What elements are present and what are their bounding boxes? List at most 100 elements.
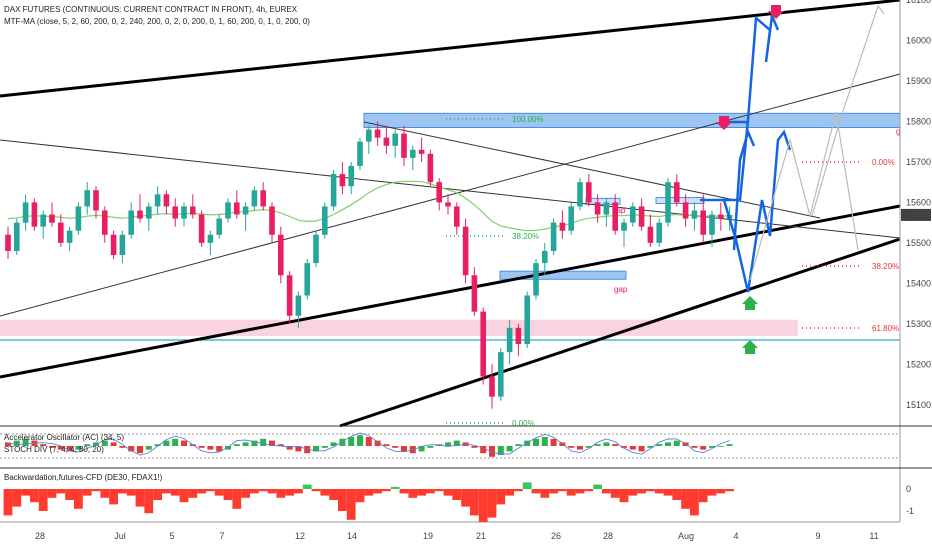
candle-body: [190, 206, 196, 215]
candle-body: [172, 206, 178, 219]
candles-layer: [5, 121, 733, 409]
backwardation-bar: [663, 489, 673, 496]
candle-body: [181, 206, 187, 219]
backwardation-bar: [267, 489, 277, 494]
time-tick-label: 28: [603, 531, 613, 541]
ac-bar: [392, 446, 399, 448]
ac-bar: [533, 438, 539, 446]
backwardation-bar: [30, 489, 39, 503]
ac-bar: [700, 446, 707, 450]
backwardation-bar: [470, 489, 479, 516]
candle-body: [586, 182, 592, 203]
backwardation-bar: [522, 482, 532, 489]
fib-level-label: 100.00%: [512, 115, 544, 124]
candle-body: [533, 263, 539, 296]
ac-bar: [110, 442, 117, 446]
backwardation-bar: [698, 489, 708, 503]
candle-body: [5, 234, 11, 251]
fib-level-label: 38.20%: [512, 232, 539, 241]
backwardation-bar: [232, 489, 242, 509]
ac-bar: [13, 440, 20, 446]
ac-bar: [656, 444, 663, 446]
candle-body: [84, 190, 90, 207]
stoch-line: [7, 432, 730, 456]
price-tick-label: 16100: [906, 0, 931, 5]
candle-body: [93, 190, 99, 211]
axis-background: [900, 0, 932, 550]
candle-body: [656, 222, 662, 243]
backwardation-bar: [170, 489, 180, 496]
ac-bar: [383, 444, 390, 446]
backwardation-bar: [206, 489, 215, 492]
markers-layer: [716, 5, 784, 354]
candle-body: [401, 133, 407, 158]
backwardation-bar: [417, 489, 426, 496]
ac-bar: [647, 446, 654, 448]
candle-body: [682, 202, 689, 219]
gap-trendline: [363, 121, 821, 219]
ac-bar: [480, 446, 487, 454]
candle-body: [348, 165, 354, 187]
time-tick-label: 19: [423, 531, 433, 541]
backwardation-bar: [505, 489, 514, 496]
candle-body: [638, 206, 645, 227]
backwardation-bar: [214, 489, 224, 496]
backwardation-bar: [434, 489, 444, 492]
candle-body: [630, 206, 636, 223]
ac-bar: [313, 446, 319, 452]
price-axis[interactable]: 15100 15200 15300 15400 15500 15600 15700 15800…: [899, 0, 932, 550]
backwardation-bar: [399, 489, 409, 494]
time-tick-label: 26: [551, 531, 561, 541]
ac-bar: [726, 444, 733, 446]
candle-body: [22, 202, 29, 223]
candle-body: [31, 202, 38, 227]
ac-bar: [84, 444, 91, 446]
time-tick-label: 7: [219, 531, 224, 541]
candle-body: [665, 182, 671, 223]
ac-bar: [691, 446, 698, 448]
ac-bar: [515, 444, 522, 446]
price-tick-label: 15400: [906, 278, 931, 288]
backwardation-bar: [153, 489, 162, 500]
candle-body: [480, 311, 486, 377]
backwardation-bar: [82, 489, 92, 496]
candle-body: [383, 137, 390, 146]
ac-bar: [418, 446, 425, 452]
time-axis[interactable]: 28 Jul 5 7 12 14 19 21 26 28 Aug 4 9 11: [0, 521, 900, 541]
candle-body: [559, 222, 566, 231]
candle-body: [691, 210, 698, 219]
backwardation-bar: [610, 489, 620, 498]
time-tick-label: 12: [295, 531, 305, 541]
ac-bar: [66, 446, 73, 452]
candle-body: [163, 194, 170, 207]
ac-bar: [559, 442, 566, 446]
candle-body: [568, 206, 574, 231]
backwardation-bar: [223, 489, 233, 500]
backwardation-bar: [197, 489, 206, 494]
backwardation-pane: 0 -1: [0, 467, 932, 522]
backwardation-bar: [135, 489, 145, 507]
ac-bar: [269, 440, 275, 446]
candle-body: [330, 174, 337, 207]
candle-body: [621, 222, 627, 231]
ac-bar: [321, 446, 328, 448]
candle-body: [251, 190, 258, 207]
buy-arrow-lower: [742, 340, 758, 354]
ac-bar: [49, 446, 55, 448]
sell-arrow-top: [768, 5, 784, 19]
candle-body: [612, 202, 618, 231]
oscillator-legend: Accelerator Oscillator (AC) (34, 5): [4, 433, 124, 442]
ac-bar: [277, 444, 284, 446]
ac-bar: [233, 444, 240, 446]
candle-body: [700, 210, 706, 235]
candle-body: [146, 206, 152, 219]
time-tick-label: 4: [733, 531, 738, 541]
backwardation-bar: [188, 489, 198, 498]
candle-body: [542, 250, 548, 264]
candle-body: [515, 327, 522, 345]
backwardation-bar: [619, 489, 629, 503]
ac-bar: [207, 446, 214, 450]
forecast-grey-left: [749, 111, 859, 281]
mid-channel-line: [0, 204, 901, 379]
